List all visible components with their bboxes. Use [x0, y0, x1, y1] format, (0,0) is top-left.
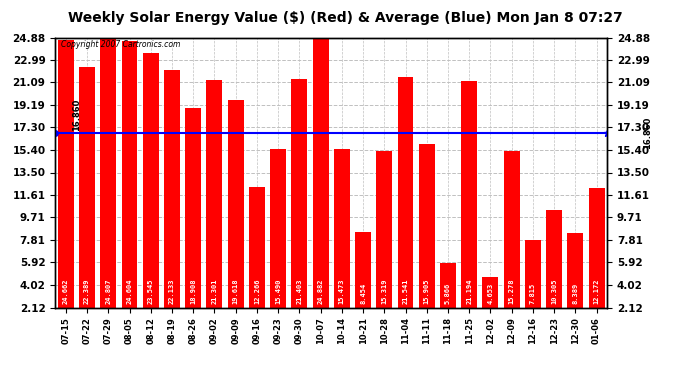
Text: 21.541: 21.541 — [402, 279, 408, 304]
Text: 24.807: 24.807 — [106, 279, 111, 304]
Text: 8.454: 8.454 — [360, 283, 366, 304]
Bar — [206, 80, 222, 308]
Bar — [228, 100, 244, 308]
Bar — [525, 240, 541, 308]
Text: 15.490: 15.490 — [275, 279, 281, 304]
Bar — [461, 81, 477, 308]
Bar — [440, 263, 456, 308]
Text: 21.194: 21.194 — [466, 279, 472, 304]
Text: 21.403: 21.403 — [296, 279, 302, 304]
Bar — [546, 210, 562, 308]
Text: 24.604: 24.604 — [126, 279, 132, 304]
Text: Copyright 2007 Cartronics.com: Copyright 2007 Cartronics.com — [61, 40, 180, 49]
Text: 8.389: 8.389 — [572, 283, 578, 304]
Bar — [504, 152, 520, 308]
Text: 22.389: 22.389 — [84, 279, 90, 304]
Bar — [58, 40, 74, 308]
Bar — [589, 188, 604, 308]
Bar — [376, 151, 392, 308]
Text: 15.473: 15.473 — [339, 279, 345, 304]
Bar — [164, 70, 180, 308]
Text: 24.662: 24.662 — [63, 279, 69, 304]
Bar — [291, 79, 307, 308]
Text: 15.905: 15.905 — [424, 279, 430, 304]
Text: 12.172: 12.172 — [593, 279, 600, 304]
Bar — [355, 232, 371, 308]
Text: 16.860: 16.860 — [643, 117, 652, 149]
Bar — [79, 67, 95, 308]
Bar — [121, 41, 137, 308]
Bar — [419, 144, 435, 308]
Text: 24.882: 24.882 — [317, 279, 324, 304]
Text: Weekly Solar Energy Value ($) (Red) & Average (Blue) Mon Jan 8 07:27: Weekly Solar Energy Value ($) (Red) & Av… — [68, 11, 622, 25]
Text: 19.618: 19.618 — [233, 279, 239, 304]
Text: 15.319: 15.319 — [382, 279, 387, 304]
Bar — [567, 233, 583, 308]
Text: 12.266: 12.266 — [254, 279, 260, 304]
Text: 23.545: 23.545 — [148, 279, 154, 304]
Text: 5.866: 5.866 — [445, 283, 451, 304]
Bar — [143, 53, 159, 307]
Bar — [482, 278, 498, 308]
Text: 15.278: 15.278 — [509, 279, 515, 304]
Text: 10.305: 10.305 — [551, 279, 557, 304]
Text: 16.860: 16.860 — [72, 99, 81, 132]
Bar — [397, 77, 413, 308]
Bar — [185, 108, 201, 307]
Text: 22.133: 22.133 — [169, 279, 175, 304]
Bar — [313, 38, 328, 308]
Text: 7.815: 7.815 — [530, 283, 536, 304]
Bar — [100, 38, 116, 308]
Bar — [249, 187, 265, 308]
Text: 18.908: 18.908 — [190, 279, 196, 304]
Bar — [334, 149, 350, 308]
Text: 21.301: 21.301 — [211, 279, 217, 304]
Text: 4.653: 4.653 — [487, 283, 493, 304]
Bar — [270, 149, 286, 308]
